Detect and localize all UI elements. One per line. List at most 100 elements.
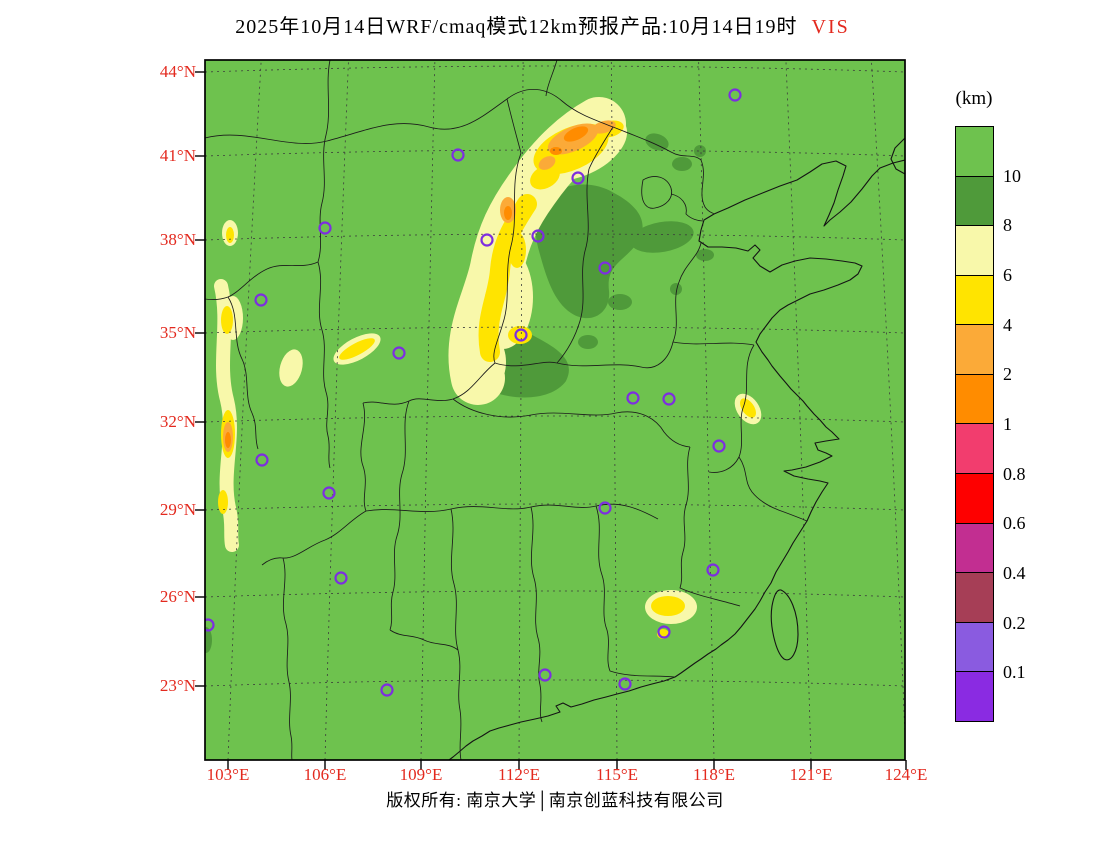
taiwan-island (770, 589, 799, 661)
station-marker (392, 346, 406, 360)
province-boundaries (205, 60, 905, 760)
vis-patch (218, 490, 228, 514)
vis-patch (538, 156, 556, 170)
vis-patch (205, 627, 212, 653)
border-line (389, 629, 459, 651)
colorbar-tick-label: 1 (1003, 414, 1012, 434)
lat-label: 23°N (159, 676, 196, 695)
colorbar-tick-label: 0.6 (1003, 513, 1026, 534)
lon-label: 109°E (399, 765, 443, 784)
border-line (588, 126, 614, 170)
vis-patch (225, 432, 231, 448)
border-line (493, 152, 522, 364)
station-marker (205, 618, 215, 632)
border-line (700, 159, 715, 215)
korea-coast (890, 137, 905, 175)
colorbar-cell (956, 622, 993, 673)
vis-patch (740, 398, 756, 418)
border-line (494, 242, 702, 369)
graticule (205, 60, 905, 760)
grid-parallel (205, 326, 905, 334)
colorbar-tick-label: 10 (1003, 165, 1021, 186)
station-marker (380, 683, 394, 697)
border-line (360, 402, 367, 512)
map-frame (204, 59, 906, 761)
vis-patch (535, 184, 643, 319)
vis-patch (651, 596, 685, 616)
border-line (670, 193, 704, 222)
border-line (362, 362, 496, 405)
border-line (506, 98, 522, 154)
lon-label: 103°E (206, 765, 250, 784)
vis-patch (279, 349, 303, 387)
copyright-footer: 版权所有: 南京大学│南京创蓝科技有限公司 (386, 791, 724, 810)
border-line (205, 88, 702, 161)
border-line (282, 557, 293, 760)
colorbar (955, 126, 994, 722)
grid-meridian (871, 60, 905, 745)
colorbar-cell (956, 672, 993, 721)
colorbar-cell (956, 226, 993, 276)
border-line (227, 296, 259, 450)
colorbar-cell (956, 176, 993, 227)
grid-parallel (205, 679, 905, 687)
border-line (530, 506, 543, 723)
vis-patch (508, 326, 532, 344)
title-main: 2025年10月14日WRF/cmaq模式12km预报产品:10月14日19时 (235, 16, 798, 38)
vis-patch (608, 294, 632, 310)
colorbar-unit-label: (km) (955, 88, 993, 109)
station-marker (571, 171, 585, 185)
lon-label: 118°E (692, 765, 736, 784)
station-marker (531, 229, 545, 243)
colorbar-tick-label: 0.1 (1003, 662, 1026, 683)
colorbar-tick-label: 0.4 (1003, 563, 1026, 583)
colorbar-cell (956, 325, 993, 375)
border-line (205, 261, 319, 301)
station-marker (254, 293, 268, 307)
grid-meridian (324, 60, 349, 760)
lat-label: 32°N (159, 412, 196, 431)
station-markers (205, 88, 742, 697)
colorbar-tick-label: 0.2 (1003, 612, 1026, 633)
station-marker (706, 563, 720, 577)
vis-patch (550, 147, 562, 155)
border-line (452, 398, 691, 448)
lon-label: 121°E (789, 765, 833, 784)
coastline (448, 159, 905, 760)
vis-patch (672, 157, 692, 171)
vis-patch (504, 206, 512, 220)
grid-parallel (205, 590, 905, 598)
grid-parallel (205, 233, 905, 241)
grid-parallel (205, 65, 905, 73)
grid-meridian (785, 60, 812, 760)
border-line (679, 446, 741, 607)
station-marker (538, 668, 552, 682)
station-marker (598, 261, 612, 275)
colorbar-cell (956, 573, 993, 623)
colorbar-tick-label: 2 (1003, 364, 1012, 385)
vis-patch (694, 145, 706, 157)
page-title: 2025年10月14日WRF/cmaq模式12km预报产品:10月14日19时 V… (0, 10, 1085, 39)
border-line (708, 344, 755, 473)
station-marker (451, 148, 465, 162)
colorbar-cell (956, 474, 993, 524)
vis-patch (508, 232, 526, 268)
border-line (365, 503, 659, 520)
border-line (641, 176, 673, 209)
grid-meridian (610, 60, 618, 760)
lat-label: 35°N (159, 323, 196, 342)
colorbar-cell (956, 424, 993, 475)
vis-patch (563, 126, 589, 142)
vis-patch (221, 306, 233, 334)
station-marker (318, 221, 332, 235)
station-marker (712, 439, 726, 453)
grid-meridian (420, 60, 436, 760)
border-line (672, 341, 755, 346)
grid-parallel (205, 415, 905, 423)
colorbar-tick-label: 4 (1003, 314, 1012, 335)
vis-patch (645, 133, 669, 151)
station-marker (334, 571, 348, 585)
lat-label: 26°N (159, 587, 196, 606)
